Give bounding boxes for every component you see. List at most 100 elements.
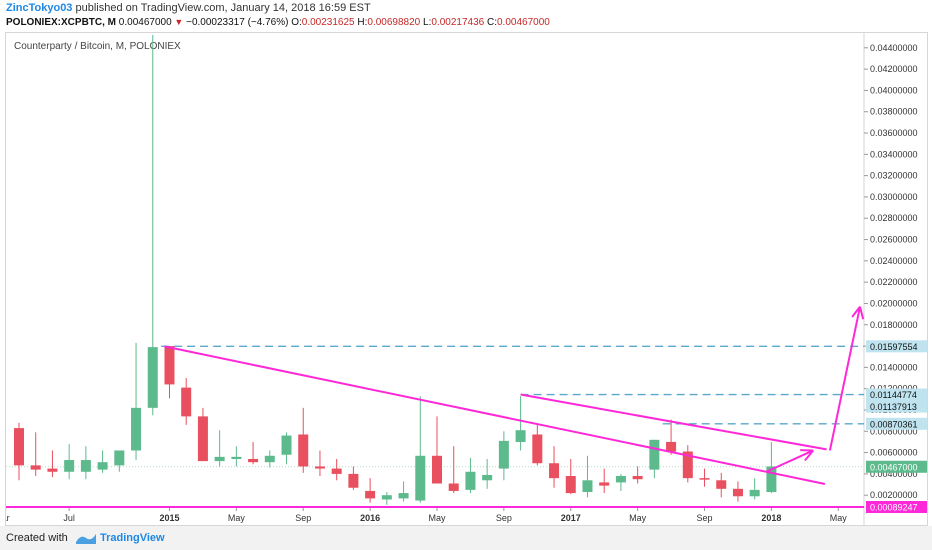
price-change: −0.00023317 (−4.76%): [186, 17, 289, 28]
tradingview-logo-icon[interactable]: [76, 532, 96, 547]
candle-body[interactable]: [599, 482, 610, 486]
candle-body[interactable]: [264, 455, 275, 463]
price-tick-label: 0.02000000: [870, 298, 918, 308]
candle-body[interactable]: [649, 439, 660, 470]
author-link[interactable]: ZincTokyo03: [6, 2, 73, 14]
arrow-head[interactable]: [859, 306, 865, 320]
price-tick-label: 0.00400000: [870, 469, 918, 479]
price-tick-label: 0.04000000: [870, 85, 918, 95]
candle-body[interactable]: [498, 440, 509, 469]
candle-body[interactable]: [615, 476, 626, 483]
price-tick-label: 0.01800000: [870, 320, 918, 330]
candle-body[interactable]: [14, 428, 24, 466]
candle-body[interactable]: [699, 478, 710, 480]
price-tick-label: 0.03000000: [870, 192, 918, 202]
candle-body[interactable]: [549, 463, 560, 479]
arrow-shaft[interactable]: [765, 449, 814, 473]
candle-body[interactable]: [348, 473, 359, 488]
candle-body[interactable]: [164, 346, 175, 385]
price-level-label: 0.01597554: [870, 342, 918, 352]
candle-body[interactable]: [682, 451, 693, 479]
symbol-info: POLONIEX:XCPBTC, M 0.00467000 ▼ −0.00023…: [6, 17, 550, 28]
candle-body[interactable]: [147, 347, 158, 408]
price-level-label: 0.00870361: [870, 419, 918, 429]
time-tick-label: Sep: [295, 513, 311, 523]
candle-body[interactable]: [532, 434, 543, 464]
candle-body[interactable]: [248, 458, 259, 463]
tradingview-link[interactable]: TradingView: [100, 532, 165, 544]
price-tick-label: 0.00800000: [870, 426, 918, 436]
candle-body[interactable]: [716, 480, 727, 489]
price-tick-label: 0.03400000: [870, 149, 918, 159]
time-tick-label: ar: [6, 513, 10, 523]
candle-body[interactable]: [732, 488, 743, 497]
candle-body[interactable]: [398, 493, 409, 499]
candle-body[interactable]: [30, 465, 41, 470]
candle-body[interactable]: [64, 460, 75, 472]
price-tick-label: 0.04200000: [870, 64, 918, 74]
price-level-tag: [866, 460, 928, 473]
candle-body[interactable]: [415, 455, 426, 501]
low-label: L:: [423, 17, 432, 28]
candle-body[interactable]: [365, 490, 376, 499]
price-chart[interactable]: Counterparty / Bitcoin, M, POLONIEX 0.04…: [2, 33, 928, 525]
candle-body[interactable]: [582, 480, 593, 493]
time-tick-label: May: [428, 513, 446, 523]
price-level-label: 0.00467000: [870, 462, 918, 472]
candle-body[interactable]: [381, 495, 392, 500]
arrow-head[interactable]: [804, 449, 814, 462]
price-level-tag: [866, 340, 928, 353]
price-level-label: 0.01144774: [870, 390, 917, 400]
time-tick-label: 2016: [360, 513, 380, 523]
candle-body[interactable]: [231, 456, 242, 459]
candle-body[interactable]: [465, 471, 476, 490]
price-tick-label: 0.00200000: [870, 490, 918, 500]
candle-body[interactable]: [80, 460, 91, 472]
candle-body[interactable]: [666, 441, 677, 452]
candle-body[interactable]: [97, 462, 108, 470]
created-with-text: Created with: [6, 532, 68, 544]
candle-body[interactable]: [298, 434, 309, 467]
candle-body[interactable]: [181, 387, 192, 417]
trendline[interactable]: [520, 393, 827, 451]
arrow-shaft[interactable]: [828, 306, 861, 451]
publish-info: ZincTokyo03 published on TradingView.com…: [6, 2, 371, 14]
time-tick-label: Sep: [697, 513, 713, 523]
price-tick-label: 0.02400000: [870, 256, 918, 266]
candle-body[interactable]: [515, 430, 526, 442]
candle-body[interactable]: [448, 483, 459, 491]
symbol-label[interactable]: POLONIEX:XCPBTC, M: [6, 17, 117, 28]
price-tick-label: 0.01400000: [870, 362, 918, 372]
chart-panel[interactable]: Counterparty / Bitcoin, M, POLONIEX 0.04…: [2, 32, 928, 526]
candle-body[interactable]: [47, 468, 58, 472]
candle-body[interactable]: [482, 474, 493, 481]
time-tick-label: May: [830, 513, 848, 523]
price-level-tag: [866, 417, 928, 430]
time-tick-label: 2015: [159, 513, 179, 523]
low-value: 0.00217436: [431, 17, 485, 28]
time-tick-label: 2017: [561, 513, 581, 523]
candle-body[interactable]: [565, 476, 576, 494]
close-label: C:: [487, 17, 497, 28]
candle-body[interactable]: [114, 450, 125, 466]
candle-body[interactable]: [197, 416, 208, 462]
arrow-head[interactable]: [851, 306, 861, 318]
price-tick-label: 0.00600000: [870, 448, 918, 458]
price-level-tag: [866, 501, 928, 513]
publish-text: published on TradingView.com, January 14…: [75, 2, 371, 14]
candle-body[interactable]: [331, 468, 342, 474]
candle-body[interactable]: [632, 476, 643, 480]
candle-body[interactable]: [766, 466, 777, 493]
candle-body[interactable]: [214, 456, 225, 462]
open-label: O:: [291, 17, 302, 28]
high-value: 0.00698820: [367, 17, 421, 28]
trendline[interactable]: [164, 345, 826, 485]
price-level-label: 0.01137913: [870, 402, 917, 412]
candle-body[interactable]: [131, 407, 142, 451]
candle-body[interactable]: [432, 455, 442, 484]
price-tick-label: 0.03200000: [870, 171, 918, 181]
candle-body[interactable]: [314, 466, 325, 469]
candle-body[interactable]: [281, 435, 292, 455]
close-value: 0.00467000: [497, 17, 550, 28]
candle-body[interactable]: [749, 489, 760, 497]
